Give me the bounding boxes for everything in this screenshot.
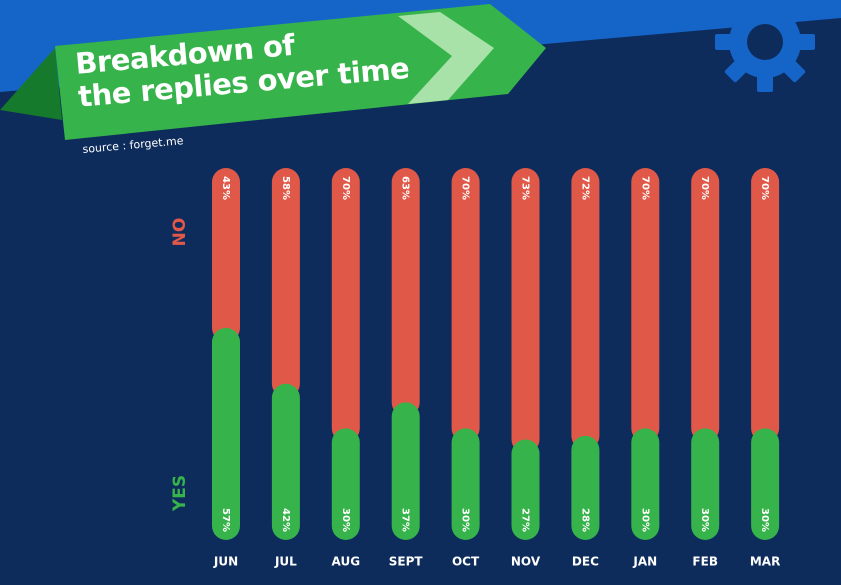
x-tick-label: MAR: [750, 555, 780, 569]
bar-yes-jun: [212, 327, 240, 540]
gear-icon: [715, 0, 815, 92]
x-tick-label: JUN: [213, 555, 238, 569]
yes-value-label: 30%: [639, 508, 650, 532]
bar-no-mar: [751, 168, 780, 443]
x-tick-label: FEB: [692, 555, 718, 569]
bar-yes-nov: [511, 439, 540, 540]
bar-no-jan: [631, 168, 660, 443]
no-value-label: 43%: [220, 176, 231, 200]
no-legend-label: NO: [170, 217, 190, 247]
bar-yes-oct: [451, 428, 480, 540]
x-tick-label: AUG: [332, 555, 361, 569]
yes-value-label: 27%: [520, 508, 531, 532]
bar-no-nov: [511, 168, 540, 454]
bar-no-jun: [212, 168, 240, 342]
bar-no-aug: [331, 168, 360, 443]
yes-value-label: 30%: [340, 508, 351, 532]
x-tick-label: SEPT: [389, 555, 424, 569]
bars-layer: 43% 57% JUN 58% 42% JUL 70% 30% AUG 63% 37% SEPT 70%…: [212, 168, 780, 569]
title-banner: [55, 4, 546, 140]
x-tick-label: DEC: [572, 555, 599, 569]
x-tick-label: OCT: [452, 555, 480, 569]
bar-no-jul: [271, 168, 300, 398]
bar-yes-aug: [331, 428, 360, 540]
no-value-label: 70%: [759, 176, 770, 200]
bar-no-dec: [571, 168, 600, 450]
no-value-label: 70%: [639, 176, 650, 200]
yes-value-label: 37%: [400, 508, 411, 532]
no-value-label: 73%: [520, 176, 531, 200]
bar-no-sept: [391, 168, 420, 417]
bar-no-oct: [451, 168, 480, 443]
no-value-label: 63%: [400, 176, 411, 200]
banner-fold: [0, 48, 62, 120]
bar-yes-jul: [271, 383, 300, 540]
bar-yes-mar: [751, 428, 780, 540]
x-tick-label: NOV: [511, 555, 541, 569]
bar-yes-feb: [691, 428, 720, 540]
chevron-arrow-icon: [398, 12, 494, 104]
no-value-label: 72%: [579, 176, 590, 200]
yes-value-label: 28%: [579, 508, 590, 532]
x-tick-label: JUL: [274, 555, 297, 569]
yes-value-label: 42%: [280, 508, 291, 532]
yes-value-label: 30%: [699, 508, 710, 532]
yes-value-label: 30%: [759, 508, 770, 532]
yes-legend-label: YES: [170, 474, 190, 512]
bar-yes-sept: [391, 402, 420, 540]
bar-yes-jan: [631, 428, 660, 540]
bar-no-feb: [691, 168, 720, 443]
no-value-label: 70%: [460, 176, 471, 200]
yes-value-label: 57%: [220, 508, 231, 532]
no-value-label: 70%: [699, 176, 710, 200]
yes-value-label: 30%: [460, 508, 471, 532]
bar-yes-dec: [571, 435, 600, 540]
no-value-label: 58%: [280, 176, 291, 200]
no-value-label: 70%: [340, 176, 351, 200]
x-tick-label: JAN: [632, 555, 657, 569]
